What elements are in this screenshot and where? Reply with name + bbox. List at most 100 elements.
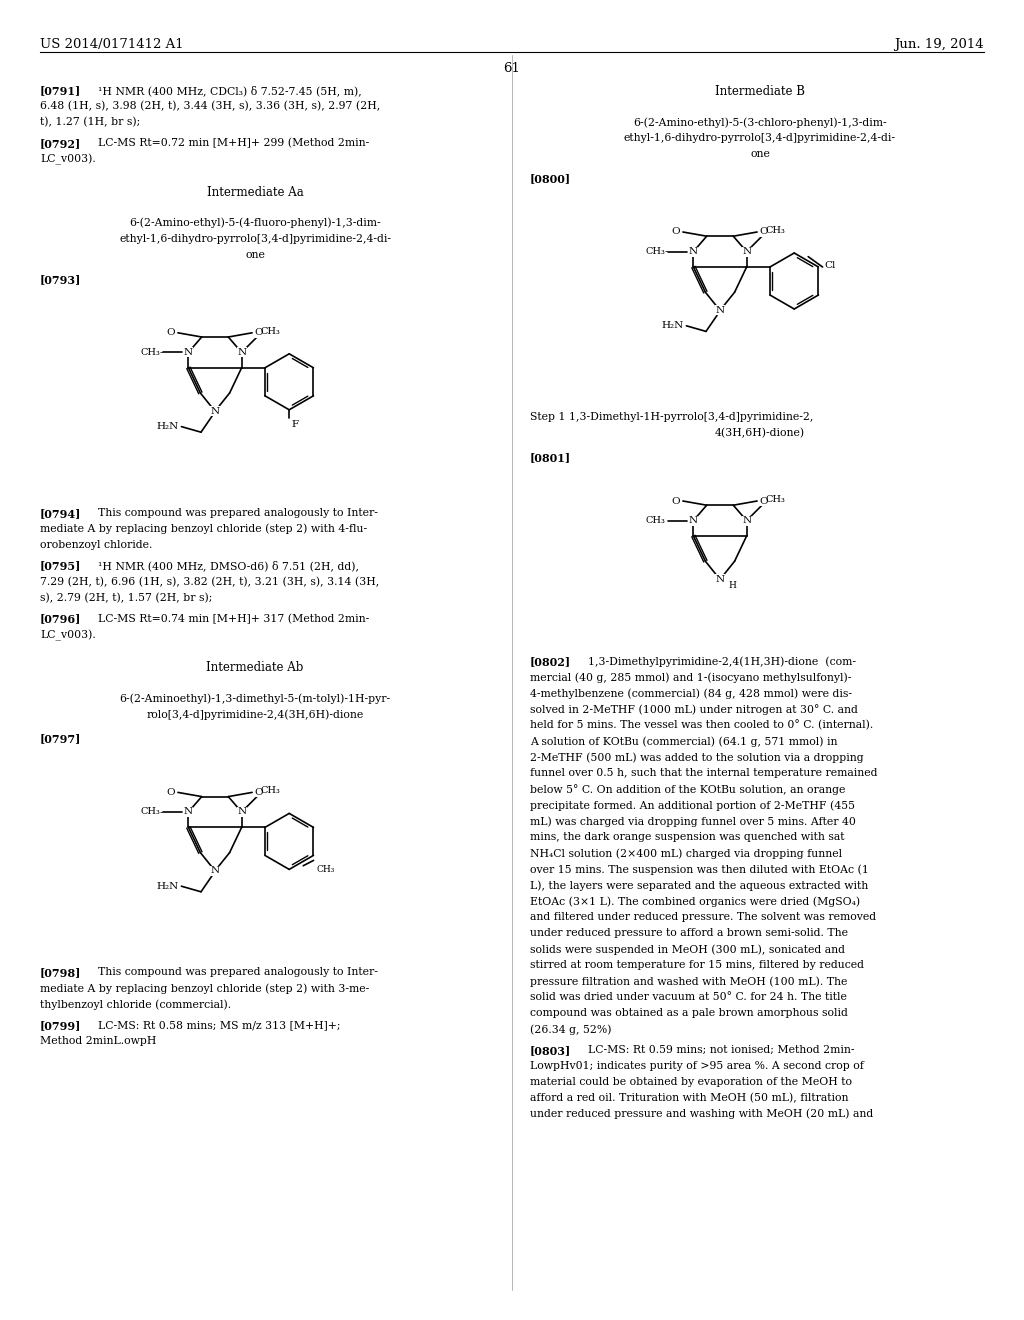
Text: 6-(2-Amino-ethyl)-5-(4-fluoro-phenyl)-1,3-dim-: 6-(2-Amino-ethyl)-5-(4-fluoro-phenyl)-1,… <box>129 218 381 228</box>
Text: [0803]: [0803] <box>530 1045 571 1056</box>
Text: funnel over 0.5 h, such that the internal temperature remained: funnel over 0.5 h, such that the interna… <box>530 768 878 777</box>
Text: LC-MS Rt=0.72 min [M+H]+ 299 (Method 2min-: LC-MS Rt=0.72 min [M+H]+ 299 (Method 2mi… <box>98 137 370 148</box>
Text: [0793]: [0793] <box>40 273 81 285</box>
Text: material could be obtained by evaporation of the MeOH to: material could be obtained by evaporatio… <box>530 1077 852 1086</box>
Text: [0802]: [0802] <box>530 656 571 667</box>
Text: H₂N: H₂N <box>156 422 178 432</box>
Text: mL) was charged via dropping funnel over 5 mins. After 40: mL) was charged via dropping funnel over… <box>530 816 856 826</box>
Text: Intermediate Ab: Intermediate Ab <box>206 661 304 675</box>
Text: US 2014/0171412 A1: US 2014/0171412 A1 <box>40 38 183 51</box>
Text: afford a red oil. Trituration with MeOH (50 mL), filtration: afford a red oil. Trituration with MeOH … <box>530 1093 849 1104</box>
Text: LC-MS Rt=0.74 min [M+H]+ 317 (Method 2min-: LC-MS Rt=0.74 min [M+H]+ 317 (Method 2mi… <box>98 614 370 624</box>
Text: H: H <box>728 581 736 590</box>
Text: CH₃: CH₃ <box>260 787 281 795</box>
Text: ¹H NMR (400 MHz, DMSO-d6) δ 7.51 (2H, dd),: ¹H NMR (400 MHz, DMSO-d6) δ 7.51 (2H, dd… <box>98 561 359 572</box>
Text: H₂N: H₂N <box>662 321 683 330</box>
Text: Step 1 1,3-Dimethyl-1H-pyrrolo[3,4-d]pyrimidine-2,: Step 1 1,3-Dimethyl-1H-pyrrolo[3,4-d]pyr… <box>530 412 813 422</box>
Text: precipitate formed. An additional portion of 2-MeTHF (455: precipitate formed. An additional portio… <box>530 800 855 810</box>
Text: N: N <box>742 516 752 525</box>
Text: N: N <box>211 407 219 416</box>
Text: below 5° C. On addition of the KOtBu solution, an orange: below 5° C. On addition of the KOtBu sol… <box>530 784 846 795</box>
Text: solved in 2-MeTHF (1000 mL) under nitrogen at 30° C. and: solved in 2-MeTHF (1000 mL) under nitrog… <box>530 704 858 715</box>
Text: EtOAc (3×1 L). The combined organics were dried (MgSO₄): EtOAc (3×1 L). The combined organics wer… <box>530 896 860 907</box>
Text: mediate A by replacing benzoyl chloride (step 2) with 4-flu-: mediate A by replacing benzoyl chloride … <box>40 524 368 535</box>
Text: 6.48 (1H, s), 3.98 (2H, t), 3.44 (3H, s), 3.36 (3H, s), 2.97 (2H,: 6.48 (1H, s), 3.98 (2H, t), 3.44 (3H, s)… <box>40 102 380 111</box>
Text: LC_v003).: LC_v003). <box>40 154 96 165</box>
Text: This compound was prepared analogously to Inter-: This compound was prepared analogously t… <box>98 508 378 517</box>
Text: [0791]: [0791] <box>40 84 81 96</box>
Text: N: N <box>184 808 193 817</box>
Text: O: O <box>167 329 175 338</box>
Text: rolo[3,4-d]pyrimidine-2,4(3H,6H)-dione: rolo[3,4-d]pyrimidine-2,4(3H,6H)-dione <box>146 709 364 719</box>
Text: s), 2.79 (2H, t), 1.57 (2H, br s);: s), 2.79 (2H, t), 1.57 (2H, br s); <box>40 593 212 603</box>
Text: CH₃: CH₃ <box>765 226 785 235</box>
Text: N: N <box>689 247 698 256</box>
Text: O: O <box>760 496 768 506</box>
Text: -: - <box>665 248 668 256</box>
Text: CH₃: CH₃ <box>645 247 666 256</box>
Text: LC-MS: Rt 0.59 mins; not ionised; Method 2min-: LC-MS: Rt 0.59 mins; not ionised; Method… <box>588 1045 854 1055</box>
Text: solid was dried under vacuum at 50° C. for 24 h. The title: solid was dried under vacuum at 50° C. f… <box>530 993 847 1002</box>
Text: CH₃: CH₃ <box>260 326 281 335</box>
Text: 6-(2-Aminoethyl)-1,3-dimethyl-5-(m-tolyl)-1H-pyr-: 6-(2-Aminoethyl)-1,3-dimethyl-5-(m-tolyl… <box>120 693 390 704</box>
Text: CH₃: CH₃ <box>645 516 666 525</box>
Text: CH₃: CH₃ <box>140 808 160 817</box>
Text: 7.29 (2H, t), 6.96 (1H, s), 3.82 (2H, t), 3.21 (3H, s), 3.14 (3H,: 7.29 (2H, t), 6.96 (1H, s), 3.82 (2H, t)… <box>40 577 379 587</box>
Text: LowpHv01; indicates purity of >95 area %. A second crop of: LowpHv01; indicates purity of >95 area %… <box>530 1061 864 1071</box>
Text: under reduced pressure and washing with MeOH (20 mL) and: under reduced pressure and washing with … <box>530 1109 873 1119</box>
Text: O: O <box>672 227 680 236</box>
Text: under reduced pressure to afford a brown semi-solid. The: under reduced pressure to afford a brown… <box>530 928 848 939</box>
Text: over 15 mins. The suspension was then diluted with EtOAc (1: over 15 mins. The suspension was then di… <box>530 865 869 875</box>
Text: orobenzoyl chloride.: orobenzoyl chloride. <box>40 540 153 550</box>
Text: ¹H NMR (400 MHz, CDCl₃) δ 7.52-7.45 (5H, m),: ¹H NMR (400 MHz, CDCl₃) δ 7.52-7.45 (5H,… <box>98 84 361 96</box>
Text: [0799]: [0799] <box>40 1020 81 1031</box>
Text: F: F <box>291 420 298 429</box>
Text: CH₃: CH₃ <box>140 348 160 356</box>
Text: Method 2minL.owpH: Method 2minL.owpH <box>40 1036 157 1047</box>
Text: 6-(2-Amino-ethyl)-5-(3-chloro-phenyl)-1,3-dim-: 6-(2-Amino-ethyl)-5-(3-chloro-phenyl)-1,… <box>633 117 887 128</box>
Text: [0801]: [0801] <box>530 451 571 463</box>
Text: 4-methylbenzene (commercial) (84 g, 428 mmol) were dis-: 4-methylbenzene (commercial) (84 g, 428 … <box>530 688 852 698</box>
Text: [0794]: [0794] <box>40 508 81 519</box>
Text: pressure filtration and washed with MeOH (100 mL). The: pressure filtration and washed with MeOH… <box>530 975 848 986</box>
Text: -: - <box>159 348 163 358</box>
Text: mediate A by replacing benzoyl chloride (step 2) with 3-me-: mediate A by replacing benzoyl chloride … <box>40 983 370 994</box>
Text: [0797]: [0797] <box>40 734 81 744</box>
Text: N: N <box>742 247 752 256</box>
Text: and filtered under reduced pressure. The solvent was removed: and filtered under reduced pressure. The… <box>530 912 877 921</box>
Text: Jun. 19, 2014: Jun. 19, 2014 <box>894 38 984 51</box>
Text: CH₃: CH₃ <box>765 495 785 504</box>
Text: mercial (40 g, 285 mmol) and 1-(isocyano methylsulfonyl)-: mercial (40 g, 285 mmol) and 1-(isocyano… <box>530 672 851 682</box>
Text: O: O <box>255 788 263 797</box>
Text: O: O <box>255 329 263 338</box>
Text: This compound was prepared analogously to Inter-: This compound was prepared analogously t… <box>98 968 378 977</box>
Text: -: - <box>159 808 163 817</box>
Text: Intermediate Aa: Intermediate Aa <box>207 186 303 199</box>
Text: N: N <box>716 306 725 315</box>
Text: N: N <box>237 348 246 356</box>
Text: 61: 61 <box>504 62 520 75</box>
Text: [0800]: [0800] <box>530 173 571 183</box>
Text: (26.34 g, 52%): (26.34 g, 52%) <box>530 1024 611 1035</box>
Text: held for 5 mins. The vessel was then cooled to 0° C. (internal).: held for 5 mins. The vessel was then coo… <box>530 719 873 731</box>
Text: 4(3H,6H)-dione): 4(3H,6H)-dione) <box>715 428 805 438</box>
Text: N: N <box>716 576 725 583</box>
Text: one: one <box>245 249 265 260</box>
Text: [0796]: [0796] <box>40 614 81 624</box>
Text: solids were suspended in MeOH (300 mL), sonicated and: solids were suspended in MeOH (300 mL), … <box>530 944 845 954</box>
Text: N: N <box>689 516 698 525</box>
Text: NH₄Cl solution (2×400 mL) charged via dropping funnel: NH₄Cl solution (2×400 mL) charged via dr… <box>530 847 842 858</box>
Text: ethyl-1,6-dihydro-pyrrolo[3,4-d]pyrimidine-2,4-di-: ethyl-1,6-dihydro-pyrrolo[3,4-d]pyrimidi… <box>119 234 391 244</box>
Text: A solution of KOtBu (commercial) (64.1 g, 571 mmol) in: A solution of KOtBu (commercial) (64.1 g… <box>530 737 838 747</box>
Text: O: O <box>167 788 175 797</box>
Text: Cl: Cl <box>824 260 836 269</box>
Text: CH₃: CH₃ <box>316 866 335 874</box>
Text: N: N <box>211 866 219 875</box>
Text: O: O <box>760 227 768 236</box>
Text: N: N <box>184 348 193 356</box>
Text: LC-MS: Rt 0.58 mins; MS m/z 313 [M+H]+;: LC-MS: Rt 0.58 mins; MS m/z 313 [M+H]+; <box>98 1020 341 1030</box>
Text: O: O <box>672 496 680 506</box>
Text: t), 1.27 (1H, br s);: t), 1.27 (1H, br s); <box>40 117 140 127</box>
Text: compound was obtained as a pale brown amorphous solid: compound was obtained as a pale brown am… <box>530 1008 848 1018</box>
Text: stirred at room temperature for 15 mins, filtered by reduced: stirred at room temperature for 15 mins,… <box>530 960 864 970</box>
